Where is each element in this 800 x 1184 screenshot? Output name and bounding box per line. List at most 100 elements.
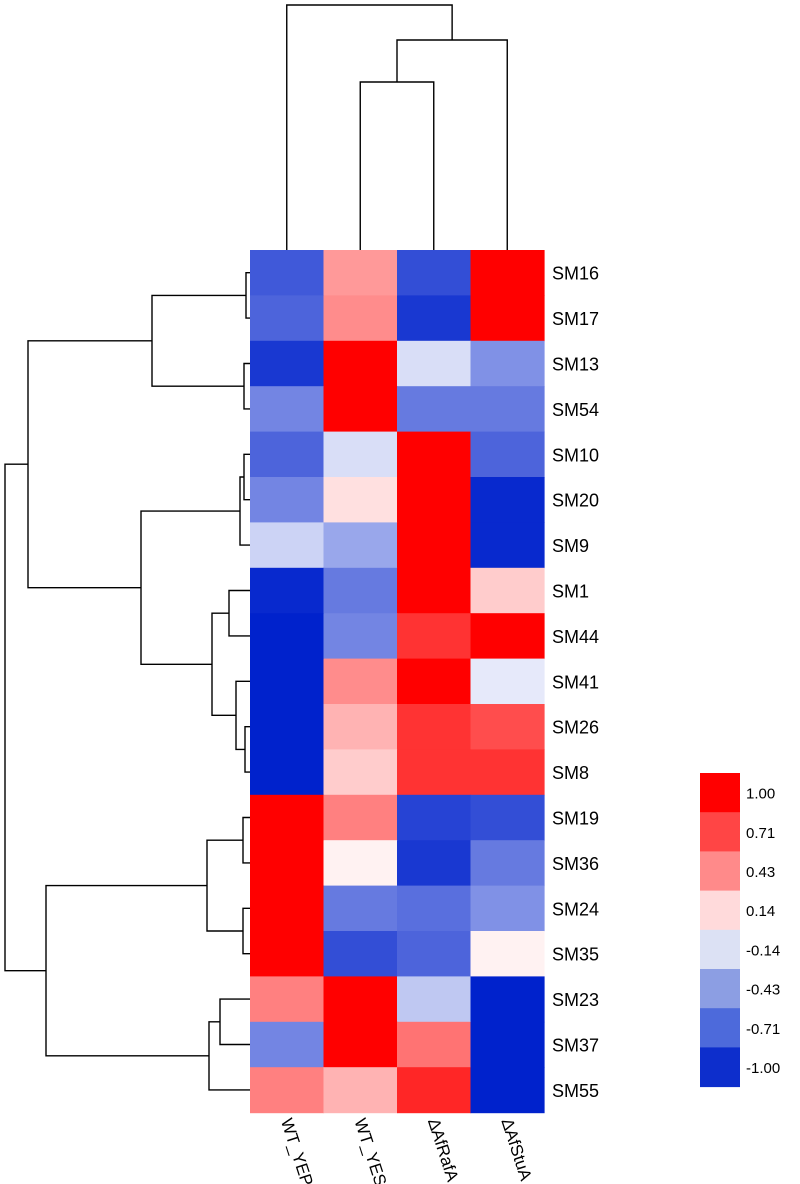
heatmap-cell bbox=[470, 749, 545, 796]
legend-swatch bbox=[700, 929, 740, 970]
legend-label: -0.43 bbox=[746, 982, 780, 999]
dendrogram-branch bbox=[243, 362, 250, 410]
heatmap-cell bbox=[323, 749, 398, 796]
row-label: SM10 bbox=[552, 445, 599, 465]
row-dendrogram bbox=[4, 272, 250, 1091]
row-label: SM41 bbox=[552, 672, 599, 692]
dendrogram-branch bbox=[219, 998, 250, 1046]
heatmap-cell bbox=[323, 567, 398, 614]
legend-swatch bbox=[700, 851, 740, 892]
dendrogram-branch bbox=[242, 816, 250, 864]
heatmap-cell bbox=[250, 613, 325, 660]
heatmap-cell bbox=[397, 794, 472, 841]
heatmap-cells bbox=[250, 250, 545, 1114]
heatmap-cell bbox=[397, 295, 472, 342]
row-label: SM36 bbox=[552, 854, 599, 874]
heatmap-cell bbox=[250, 567, 325, 614]
heatmap-cell bbox=[250, 1021, 325, 1068]
heatmap-cell bbox=[323, 250, 398, 296]
legend-swatch bbox=[700, 969, 740, 1009]
legend-label: 0.14 bbox=[746, 903, 775, 920]
heatmap-cell bbox=[470, 250, 545, 296]
dendrogram-branch bbox=[206, 839, 243, 932]
dendrogram-branch bbox=[228, 589, 250, 637]
heatmap-cell bbox=[397, 340, 472, 387]
heatmap-cell bbox=[470, 567, 545, 614]
heatmap-cell bbox=[397, 749, 472, 796]
heatmap-cell bbox=[470, 340, 545, 387]
row-label: SM16 bbox=[552, 264, 599, 284]
row-label: SM19 bbox=[552, 809, 599, 829]
heatmap-cell bbox=[397, 522, 472, 569]
column-label: ΔAfRafA bbox=[424, 1116, 462, 1184]
legend-swatch bbox=[700, 1047, 740, 1088]
dendrogram-branch bbox=[151, 294, 246, 387]
row-label: SM37 bbox=[552, 1036, 599, 1056]
heatmap-cell bbox=[250, 976, 325, 1023]
row-label: SM24 bbox=[552, 899, 599, 919]
dendrogram-branch bbox=[245, 272, 250, 319]
heatmap-cell bbox=[250, 885, 325, 932]
heatmap-cell bbox=[397, 1021, 472, 1068]
heatmap-cell bbox=[397, 976, 472, 1023]
dendrogram-branch bbox=[235, 680, 250, 751]
dendrogram-branch bbox=[239, 476, 250, 546]
dendrogram-branch bbox=[45, 884, 209, 1057]
row-label: SM23 bbox=[552, 990, 599, 1010]
heatmap-cell bbox=[470, 1067, 545, 1114]
heatmap-cell bbox=[250, 522, 325, 569]
row-label: SM9 bbox=[552, 536, 589, 556]
heatmap-cell bbox=[323, 704, 398, 750]
legend-label: -1.00 bbox=[746, 1060, 780, 1077]
heatmap-cell bbox=[250, 1067, 325, 1114]
heatmap-cell bbox=[250, 477, 325, 523]
heatmap-cell bbox=[323, 976, 398, 1023]
heatmap-cell bbox=[323, 1021, 398, 1068]
heatmap-cell bbox=[470, 840, 545, 887]
heatmap-cell bbox=[470, 477, 545, 523]
row-label: SM54 bbox=[552, 400, 599, 420]
column-label: WT_YES bbox=[350, 1116, 390, 1184]
heatmap-cell bbox=[323, 340, 398, 387]
heatmap-cell bbox=[470, 613, 545, 660]
legend-label: -0.71 bbox=[746, 1021, 780, 1038]
dendrogram-branch bbox=[140, 510, 240, 665]
heatmap-cell bbox=[323, 522, 398, 569]
heatmap-cell bbox=[250, 931, 325, 977]
heatmap-cell bbox=[397, 386, 472, 433]
heatmap-cell bbox=[470, 885, 545, 932]
row-label: SM8 bbox=[552, 763, 589, 783]
dendrogram-branch bbox=[243, 453, 250, 501]
heatmap-cell bbox=[470, 386, 545, 433]
heatmap-cell bbox=[250, 840, 325, 887]
heatmap-cell bbox=[470, 704, 545, 750]
heatmap-cell bbox=[397, 613, 472, 660]
legend-swatch bbox=[700, 1008, 740, 1048]
heatmap-cell bbox=[397, 931, 472, 977]
heatmap-cell bbox=[250, 386, 325, 433]
dendrogram-branch bbox=[27, 340, 152, 589]
heatmap-cell bbox=[250, 431, 325, 478]
column-label: ΔAfStuA bbox=[497, 1116, 535, 1184]
heatmap-cell bbox=[397, 885, 472, 932]
heatmap-cell bbox=[250, 704, 325, 750]
heatmap-cell bbox=[397, 250, 472, 296]
legend-label: 1.00 bbox=[746, 786, 775, 803]
heatmap-cell bbox=[323, 295, 398, 342]
heatmap-cell bbox=[323, 840, 398, 887]
heatmap-cell bbox=[470, 1021, 545, 1068]
row-label: SM44 bbox=[552, 627, 599, 647]
column-labels: WT_YEP WT_YES ΔAfRafA ΔAfStuA bbox=[277, 1116, 536, 1184]
dendrogram-branch bbox=[396, 39, 508, 250]
heatmap-cell bbox=[323, 794, 398, 841]
heatmap-cell bbox=[470, 931, 545, 977]
heatmap-cell bbox=[397, 840, 472, 887]
row-label: SM26 bbox=[552, 718, 599, 738]
column-dendrogram bbox=[286, 4, 508, 250]
heatmap-cell bbox=[323, 931, 398, 977]
legend-label: 0.43 bbox=[746, 864, 775, 881]
row-label: SM13 bbox=[552, 355, 599, 375]
legend-swatch bbox=[700, 773, 740, 813]
